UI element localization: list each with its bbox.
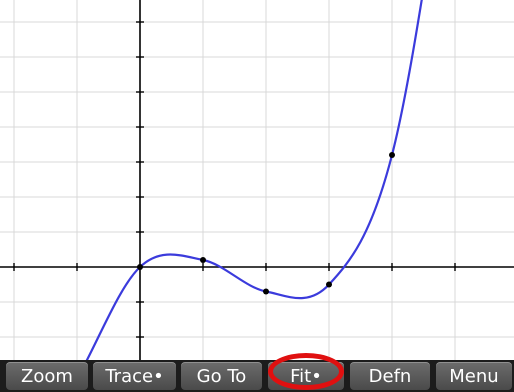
grid-lines bbox=[0, 0, 514, 360]
graph-plot[interactable] bbox=[0, 0, 514, 360]
data-point bbox=[263, 288, 269, 295]
softkey-trace[interactable]: Trace• bbox=[93, 362, 176, 390]
data-point bbox=[137, 264, 143, 270]
data-point bbox=[200, 257, 206, 263]
data-point bbox=[326, 281, 332, 288]
softkey-defn[interactable]: Defn bbox=[350, 362, 430, 390]
data-point bbox=[389, 152, 395, 158]
softkey-menu-bar: Zoom Trace• Go To Fit• Defn Menu bbox=[0, 360, 514, 392]
softkey-goto[interactable]: Go To bbox=[181, 362, 262, 390]
softkey-zoom[interactable]: Zoom bbox=[6, 362, 88, 390]
data-points bbox=[137, 152, 395, 295]
softkey-menu[interactable]: Menu bbox=[436, 362, 512, 390]
curve-layer bbox=[85, 0, 423, 360]
softkey-fit[interactable]: Fit• bbox=[268, 362, 344, 390]
axes bbox=[0, 0, 514, 360]
